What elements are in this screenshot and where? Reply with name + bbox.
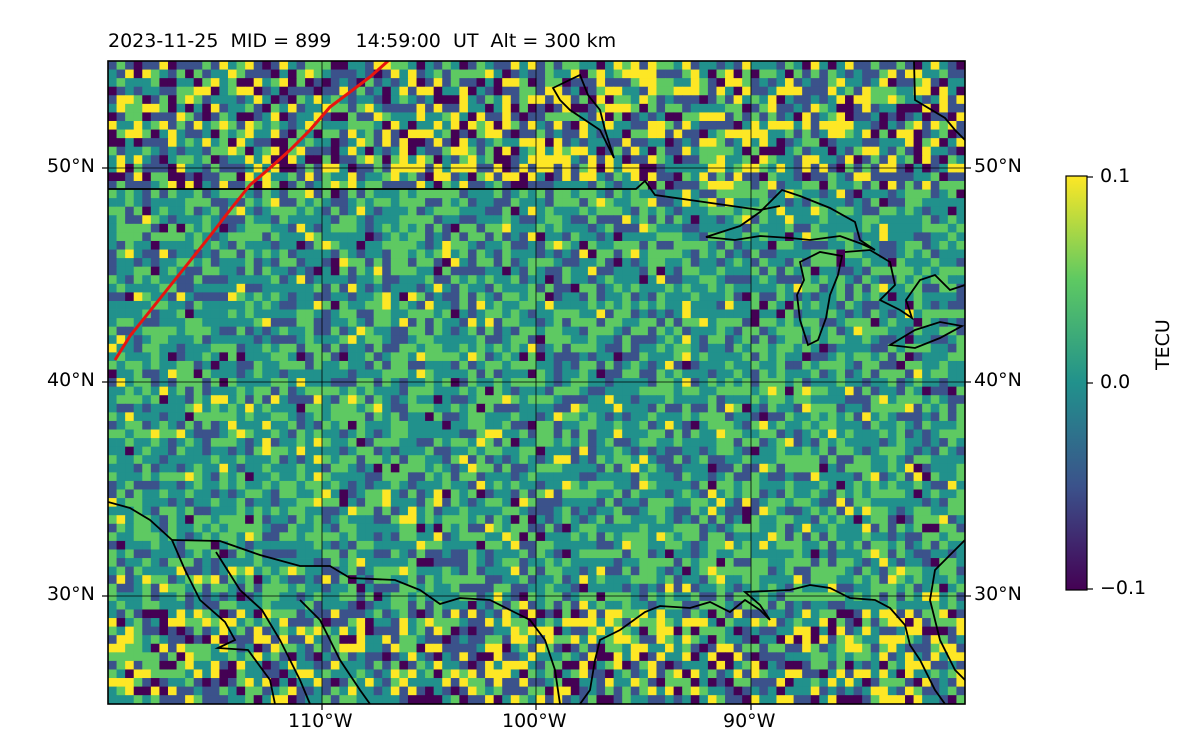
colorbar-tick-mid: 0.0 — [1100, 371, 1131, 393]
lake-erie — [887, 321, 965, 349]
lake-michigan — [796, 251, 844, 347]
axis-ticks — [102, 167, 971, 710]
lon-label-110w: 110°W — [288, 710, 353, 732]
lat-label-40n-left: 40°N — [47, 369, 95, 391]
lat-label-40n-right: 40°N — [974, 369, 1022, 391]
colorbar-tick-min: −0.1 — [1100, 577, 1147, 599]
us-mexico-border — [171, 539, 561, 704]
satellite-track — [113, 61, 389, 361]
mexico-pacific-coast — [299, 599, 371, 704]
lon-label-100w: 100°W — [502, 710, 567, 732]
gulf-coast — [579, 584, 946, 704]
colorbar-ticks — [1087, 176, 1093, 590]
lon-label-90w: 90°W — [723, 710, 776, 732]
lat-label-30n-right: 30°N — [974, 583, 1022, 605]
lat-label-50n-left: 50°N — [47, 155, 95, 177]
james-bay-shore — [551, 73, 615, 159]
map-title: 2023-11-25 MID = 899 14:59:00 UT Alt = 3… — [108, 30, 617, 52]
tec-pixel-grid — [108, 61, 965, 704]
gridlines — [108, 61, 965, 704]
california-baja-coast — [108, 501, 276, 704]
baja-peninsula — [215, 551, 311, 704]
lake-superior — [705, 188, 876, 251]
florida — [929, 539, 965, 681]
colorbar — [1065, 175, 1088, 591]
lake-huron — [844, 249, 965, 321]
coastlines-borders — [108, 61, 965, 704]
lat-label-30n-left: 30°N — [47, 583, 95, 605]
hudson-bay-shore — [913, 61, 965, 141]
colorbar-tick-max: 0.1 — [1100, 165, 1131, 187]
lat-label-50n-right: 50°N — [974, 155, 1022, 177]
colorbar-label: TECU — [1152, 319, 1174, 370]
